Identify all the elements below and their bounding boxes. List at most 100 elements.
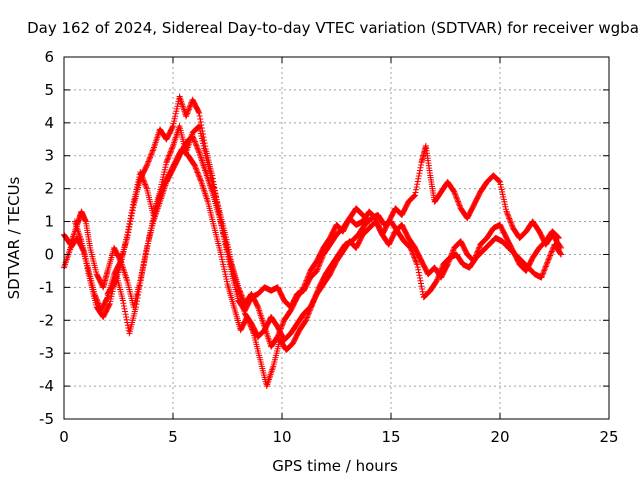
data-point [414, 181, 421, 188]
data-point [119, 297, 126, 304]
data-point [416, 167, 423, 174]
data-point [137, 169, 144, 176]
data-point [452, 191, 459, 198]
data-point [419, 286, 426, 293]
data-point [137, 275, 144, 282]
data-point [128, 212, 135, 219]
data-point [137, 170, 144, 177]
data-point [146, 155, 153, 162]
data-point [92, 293, 99, 300]
data-point [279, 322, 285, 329]
data-point [194, 169, 201, 176]
data-point [140, 261, 147, 268]
data-points [61, 93, 565, 390]
data-point [302, 278, 309, 285]
data-point [446, 257, 453, 264]
data-point [417, 164, 424, 171]
y-tick-label: -3 [39, 344, 54, 362]
data-point [142, 253, 149, 260]
data-point [445, 259, 452, 266]
data-point [414, 178, 421, 185]
data-point [507, 219, 514, 226]
data-point [129, 204, 136, 211]
data-point [415, 173, 422, 180]
data-point [148, 151, 155, 158]
data-point [549, 247, 556, 254]
data-point [186, 103, 193, 110]
data-point [94, 299, 101, 306]
data-point [191, 162, 198, 169]
data-point [196, 112, 203, 119]
data-point [301, 282, 308, 289]
data-point [452, 193, 459, 200]
data-point [506, 215, 513, 222]
data-point [470, 258, 477, 265]
data-point [123, 316, 130, 323]
data-point [473, 251, 480, 258]
data-point [185, 106, 192, 113]
data-point [196, 174, 203, 181]
y-tick-label: 3 [44, 147, 54, 165]
data-point [413, 259, 420, 266]
data-point [276, 329, 283, 336]
data-point [471, 255, 478, 262]
data-point [126, 217, 133, 224]
data-point [433, 277, 440, 284]
data-point [138, 173, 145, 180]
data-point [93, 296, 100, 303]
data-point [124, 231, 131, 238]
data-point [192, 165, 199, 172]
data-point [451, 188, 458, 195]
data-point [106, 301, 113, 308]
data-point [139, 266, 146, 273]
data-point [197, 177, 204, 184]
data-point [413, 186, 420, 193]
data-point [546, 253, 553, 260]
data-point [543, 262, 550, 269]
data-point [186, 105, 193, 112]
data-point [280, 320, 287, 327]
data-point [139, 174, 146, 181]
data-point [195, 146, 202, 153]
data-point [444, 261, 451, 268]
data-point [365, 217, 372, 224]
data-point [475, 245, 482, 252]
data-point [412, 257, 419, 264]
data-point [504, 210, 511, 217]
data-point [276, 328, 283, 335]
series-trace-a [61, 93, 565, 314]
data-point [195, 108, 202, 115]
data-point [505, 212, 512, 219]
data-point [122, 311, 129, 318]
data-point [169, 124, 176, 131]
data-point [236, 287, 243, 294]
y-tick-label: 5 [44, 81, 54, 99]
data-point [416, 170, 423, 177]
data-point [164, 157, 171, 164]
data-point [196, 109, 203, 116]
data-point [104, 295, 111, 302]
data-point [303, 315, 310, 322]
data-point [417, 162, 424, 169]
data-point [126, 220, 133, 227]
data-point [130, 201, 137, 208]
data-point [304, 313, 311, 320]
data-point [495, 177, 502, 184]
data-point [125, 226, 132, 233]
data-point [149, 147, 156, 154]
data-point [504, 211, 511, 218]
data-point [304, 274, 311, 281]
data-point [455, 198, 462, 205]
data-point [449, 248, 456, 255]
data-point [503, 208, 510, 215]
data-point [366, 218, 373, 225]
data-point [145, 158, 152, 165]
data-point [545, 256, 552, 263]
data-point [414, 261, 421, 268]
x-axis-ticks: 0 5 10 15 20 25 [59, 57, 619, 446]
data-point [137, 277, 144, 284]
data-point [415, 266, 422, 273]
data-point [544, 258, 551, 265]
data-point [128, 209, 135, 216]
data-point [548, 248, 555, 255]
